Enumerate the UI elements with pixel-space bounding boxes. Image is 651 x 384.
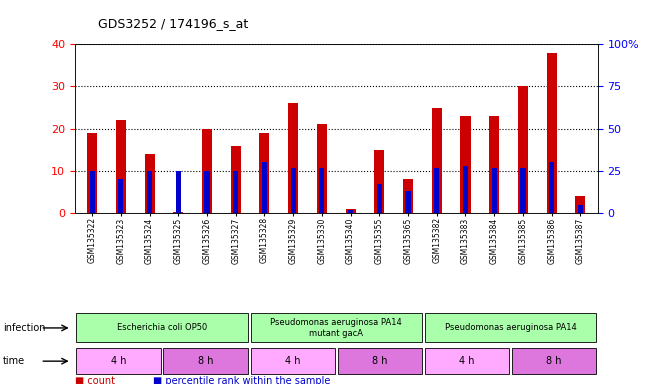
Bar: [578, 205, 583, 213]
Bar: [319, 167, 324, 213]
FancyBboxPatch shape: [338, 348, 422, 374]
Bar: [406, 191, 411, 213]
Bar: [288, 103, 298, 213]
Bar: [489, 116, 499, 213]
Bar: [377, 184, 382, 213]
Bar: [230, 146, 241, 213]
Bar: [575, 196, 585, 213]
Text: ■ count: ■ count: [75, 376, 115, 384]
Text: 4 h: 4 h: [459, 356, 475, 366]
Bar: [118, 179, 124, 213]
FancyBboxPatch shape: [251, 348, 335, 374]
Bar: [176, 171, 181, 213]
Bar: [116, 120, 126, 213]
Bar: [173, 212, 184, 213]
Text: Pseudomonas aeruginosa PA14
mutant gacA: Pseudomonas aeruginosa PA14 mutant gacA: [270, 318, 402, 338]
Bar: [233, 171, 238, 213]
Text: Escherichia coli OP50: Escherichia coli OP50: [117, 323, 207, 333]
Text: 8 h: 8 h: [546, 356, 562, 366]
Text: ■ percentile rank within the sample: ■ percentile rank within the sample: [153, 376, 330, 384]
Bar: [145, 154, 154, 213]
Bar: [259, 133, 270, 213]
Bar: [460, 116, 471, 213]
FancyBboxPatch shape: [251, 313, 422, 343]
Bar: [290, 167, 296, 213]
Bar: [202, 129, 212, 213]
Bar: [432, 108, 442, 213]
Bar: [492, 167, 497, 213]
FancyBboxPatch shape: [163, 348, 247, 374]
Text: time: time: [3, 356, 25, 366]
Bar: [518, 86, 528, 213]
Bar: [147, 171, 152, 213]
Text: 4 h: 4 h: [111, 356, 126, 366]
Bar: [204, 171, 210, 213]
Bar: [317, 124, 327, 213]
Text: 8 h: 8 h: [198, 356, 214, 366]
Bar: [87, 133, 97, 213]
Text: 4 h: 4 h: [285, 356, 300, 366]
Bar: [346, 209, 355, 213]
Text: infection: infection: [3, 323, 46, 333]
FancyBboxPatch shape: [425, 348, 509, 374]
FancyBboxPatch shape: [512, 348, 596, 374]
FancyBboxPatch shape: [76, 348, 161, 374]
Bar: [348, 210, 353, 213]
FancyBboxPatch shape: [76, 313, 247, 343]
Bar: [374, 150, 384, 213]
Bar: [463, 166, 468, 213]
Bar: [549, 162, 554, 213]
Bar: [547, 53, 557, 213]
Bar: [262, 162, 267, 213]
Text: GDS3252 / 174196_s_at: GDS3252 / 174196_s_at: [98, 17, 248, 30]
Bar: [90, 171, 94, 213]
FancyBboxPatch shape: [425, 313, 596, 343]
Bar: [403, 179, 413, 213]
Bar: [434, 167, 439, 213]
Bar: [520, 167, 525, 213]
Text: 8 h: 8 h: [372, 356, 387, 366]
Text: Pseudomonas aeruginosa PA14: Pseudomonas aeruginosa PA14: [445, 323, 576, 333]
